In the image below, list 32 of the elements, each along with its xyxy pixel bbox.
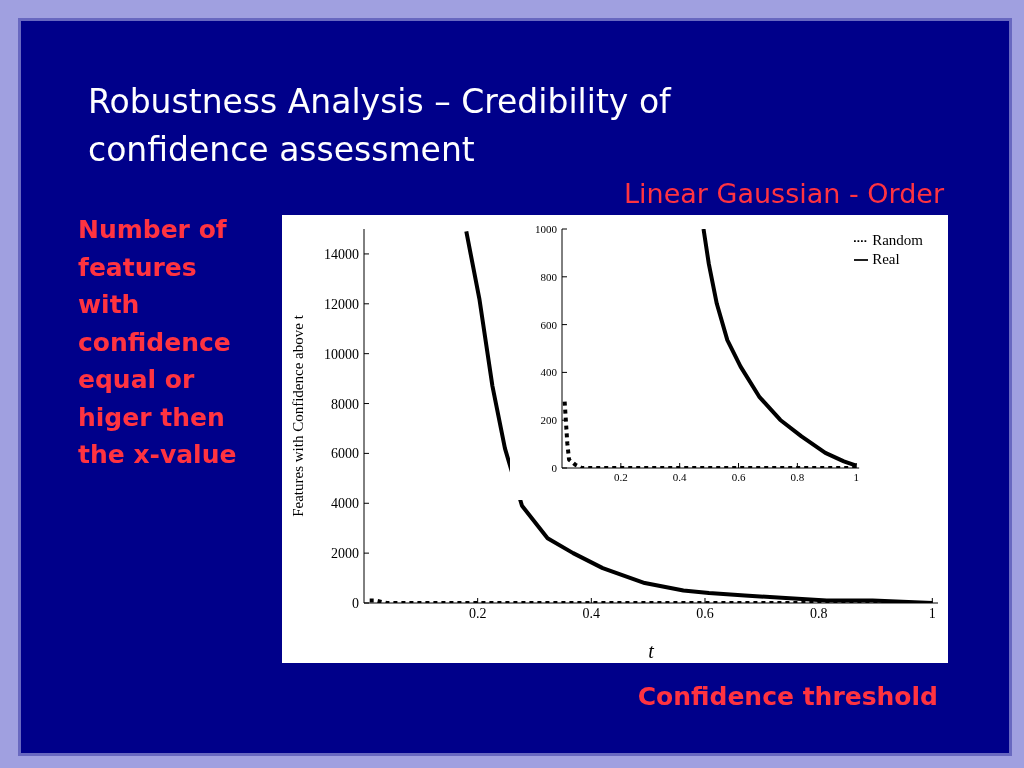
legend-label: Real bbox=[872, 251, 900, 267]
x-tick-label: 0.6 bbox=[731, 470, 746, 483]
x-tick-label: 0.4 bbox=[582, 605, 601, 621]
x-tick-label: 1 bbox=[928, 605, 936, 621]
y-tick-label: 8000 bbox=[331, 396, 359, 412]
x-tick-label: 1 bbox=[853, 470, 859, 483]
x-tick-label: 0.4 bbox=[672, 470, 688, 483]
x-tick-label: 0.2 bbox=[468, 605, 487, 621]
legend-label: Random bbox=[872, 232, 923, 248]
x-tick-label: 0.6 bbox=[696, 605, 714, 621]
y-tick-label: 4000 bbox=[331, 496, 359, 512]
y-tick-label: 200 bbox=[540, 414, 558, 427]
text: Confidence threshold bbox=[637, 682, 938, 711]
y-tick-label: 6000 bbox=[331, 446, 359, 462]
y-tick-label: 0 bbox=[551, 461, 558, 474]
chart-title: Robustness Analysis – Credibility of confidence assessment bbox=[88, 81, 673, 171]
y-tick-label: 0 bbox=[352, 595, 359, 611]
y-tick-label: 12000 bbox=[324, 296, 359, 312]
x-axis-title: t bbox=[648, 640, 655, 662]
y-tick-label: 14000 bbox=[324, 246, 359, 262]
x-tick-label: 0.8 bbox=[790, 470, 805, 483]
chart-subtitle: Linear Gaussian - Order bbox=[623, 178, 944, 209]
y-tick-label: 2000 bbox=[331, 546, 359, 562]
x-tick-label: 0.8 bbox=[809, 605, 828, 621]
y-tick-label: 10000 bbox=[324, 346, 359, 362]
y-tick-label: 600 bbox=[540, 318, 558, 331]
y-tick-label: 400 bbox=[540, 366, 558, 379]
x-tick-label: 0.2 bbox=[613, 470, 628, 483]
y-axis-title: Features with Confidence above t bbox=[290, 314, 307, 517]
text: Number of features with confidence equal or higer then the x-value bbox=[78, 214, 238, 471]
y-tick-label: 800 bbox=[540, 270, 558, 283]
y-tick-label: 1000 bbox=[535, 222, 558, 235]
